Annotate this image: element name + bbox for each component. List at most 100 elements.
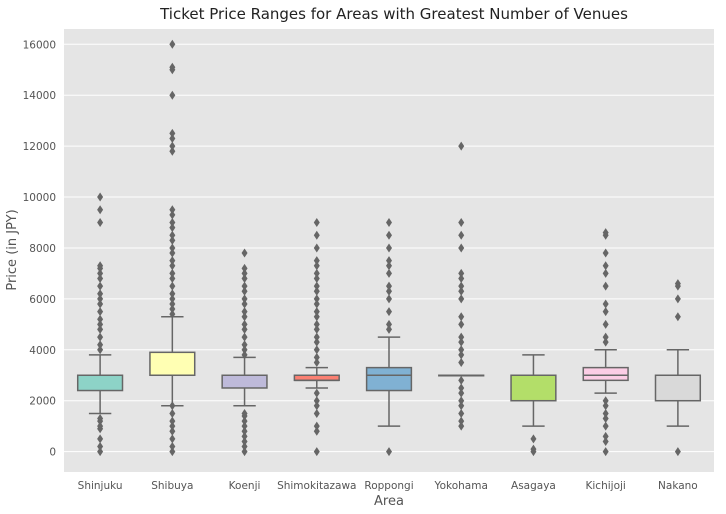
outlier-point (458, 230, 465, 240)
outlier-point (458, 358, 465, 368)
outlier-point (313, 230, 320, 240)
outlier-point (458, 312, 465, 322)
outlier-point (458, 281, 465, 291)
outlier-point (241, 319, 248, 329)
y-tick-label: 2000 (29, 396, 56, 408)
outlier-point (169, 205, 176, 215)
outlier-point (458, 408, 465, 418)
outlier-point (241, 340, 248, 350)
outlier-point (530, 434, 537, 444)
outlier-point (458, 396, 465, 406)
outlier-point (169, 309, 176, 319)
box-iqr (76, 374, 124, 392)
outlier-point (97, 205, 104, 215)
outlier-point (169, 421, 176, 431)
outlier-point (313, 388, 320, 398)
box-iqr (654, 374, 702, 402)
outlier-point (602, 431, 609, 441)
outlier-point (386, 268, 392, 278)
x-tick-label: Roppongi (364, 480, 413, 492)
outlier-point (458, 345, 465, 355)
outlier-point (97, 281, 104, 291)
outlier-point (241, 436, 248, 446)
outlier-point (386, 319, 392, 329)
box-iqr (149, 351, 196, 377)
outlier-point (169, 223, 176, 233)
outlier-point (530, 444, 537, 454)
x-tick-label: Shinjuku (78, 480, 123, 492)
outlier-point (386, 286, 392, 296)
outlier-point (97, 447, 104, 457)
outlier-point (241, 307, 248, 317)
outlier-point (97, 268, 104, 278)
outlier-point (602, 332, 609, 342)
y-tick-label: 8000 (29, 243, 56, 255)
box-iqr (510, 374, 557, 402)
outlier-point (241, 286, 248, 296)
outlier-point (602, 408, 609, 418)
outlier-point (313, 286, 320, 296)
y-tick-label: 6000 (29, 294, 56, 306)
outlier-point (97, 274, 104, 284)
x-tick-label: Shibuya (151, 480, 193, 492)
outlier-point (97, 414, 104, 424)
x-axis-label: Area (374, 494, 404, 509)
outlier-point (169, 289, 176, 299)
outlier-point (241, 421, 248, 431)
outlier-point (313, 337, 320, 347)
outlier-point (313, 345, 320, 355)
outlier-point (458, 401, 465, 411)
outlier-point (169, 268, 176, 278)
outlier-point (313, 447, 320, 457)
outlier-point (169, 90, 176, 100)
outlier-point (241, 442, 248, 452)
outlier-point (169, 261, 176, 271)
box-roppongi (365, 217, 413, 457)
outlier-point (313, 243, 320, 253)
outlier-point (313, 256, 320, 266)
outlier-point (97, 340, 104, 350)
outlier-point (386, 256, 392, 266)
x-tick-label: Asagaya (511, 480, 556, 492)
outlier-point (313, 268, 320, 278)
outlier-point (241, 345, 248, 355)
outlier-point (169, 442, 176, 452)
outlier-point (602, 396, 609, 406)
outlier-point (97, 434, 104, 444)
outlier-point (241, 281, 248, 291)
outlier-point (674, 447, 681, 457)
y-tick-label: 12000 (23, 141, 56, 153)
outlier-point (97, 307, 104, 317)
outlier-point (313, 299, 320, 309)
outlier-point (313, 332, 320, 342)
outlier-point (386, 230, 392, 240)
outlier-point (169, 408, 176, 418)
x-tick-label: Kichijoji (586, 480, 626, 492)
y-axis-label: Price (in JPY) (5, 209, 20, 290)
outlier-point (169, 416, 176, 426)
box-kichijoji (582, 228, 629, 457)
outlier-point (97, 442, 104, 452)
outlier-point (386, 324, 392, 334)
outlier-point (169, 243, 176, 253)
outlier-point (241, 426, 248, 436)
outlier-point (458, 268, 465, 278)
outlier-point (97, 294, 104, 304)
outlier-point (602, 248, 609, 258)
outlier-point (313, 319, 320, 329)
y-tick-label: 0 (49, 447, 56, 459)
outlier-point (602, 281, 609, 291)
outlier-point (169, 304, 176, 314)
outlier-point (97, 261, 104, 271)
outlier-point (169, 281, 176, 291)
outlier-point (241, 447, 248, 457)
outlier-point (386, 307, 392, 317)
y-axis-ticks: 0 2000 4000 6000 8000 10000 12000 14000 16000 (23, 39, 56, 458)
outlier-point (97, 217, 104, 227)
outlier-point (602, 261, 609, 271)
outlier-point (169, 62, 176, 72)
outlier-point (169, 434, 176, 444)
box-yokohama (438, 141, 485, 431)
outlier-point (169, 133, 176, 143)
box-asagaya (510, 354, 557, 457)
